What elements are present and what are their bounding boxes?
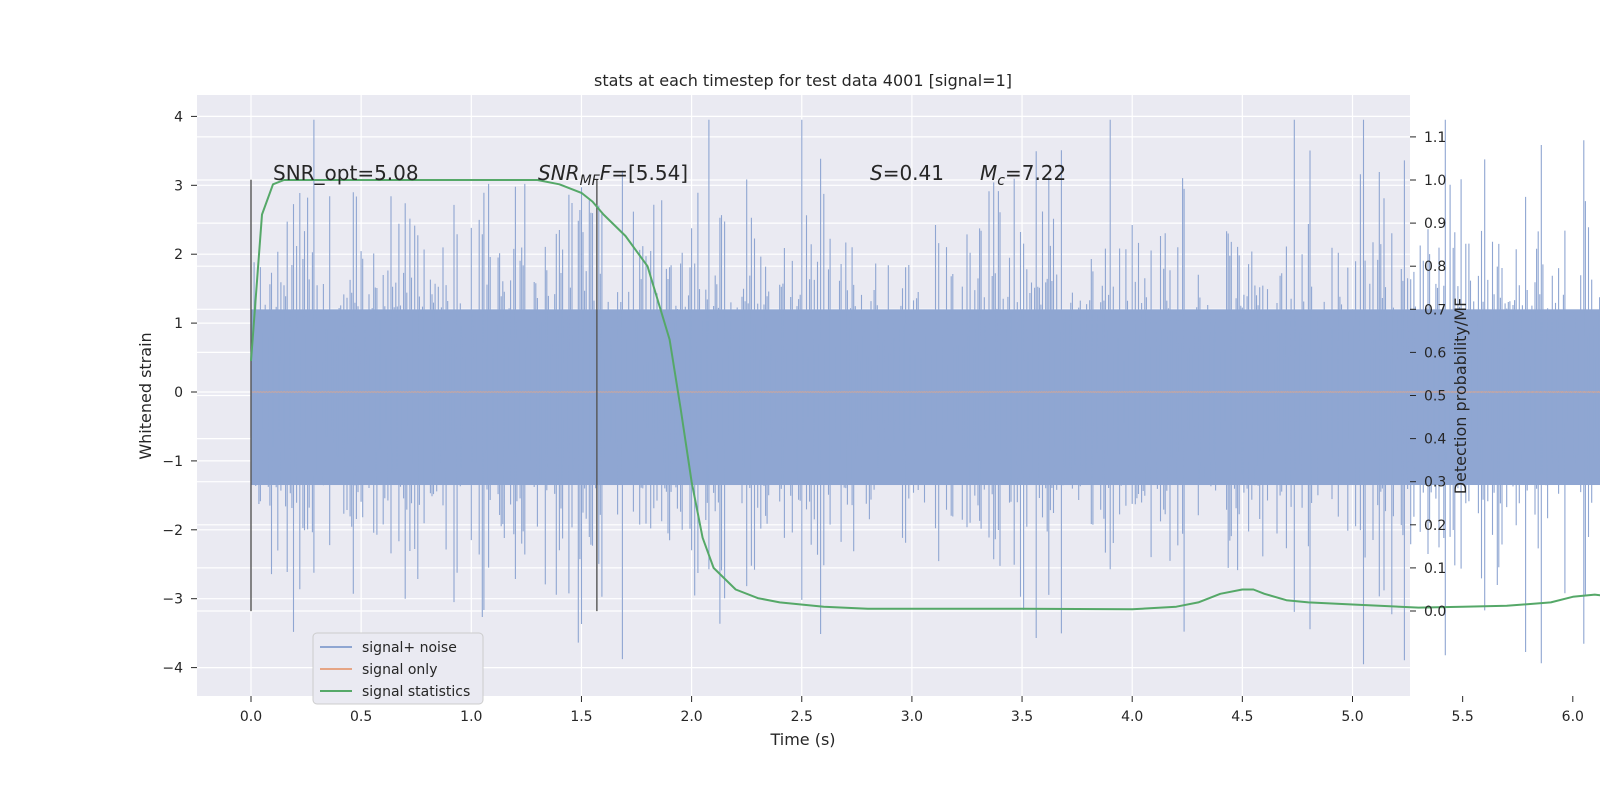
y-axis-label: Whitened strain: [136, 332, 155, 459]
right-tick-label: 0.5: [1424, 389, 1446, 405]
x-tick-label: 0.0: [240, 709, 262, 725]
snr-mf-symbol: SNR: [538, 161, 580, 185]
y-tick-label: 2: [174, 247, 183, 263]
annotation-mc: Mc=7.22: [980, 161, 1066, 189]
x-tick-label: 4.0: [1121, 709, 1143, 725]
right-tick-label: 0.7: [1424, 302, 1446, 318]
x-tick-label: 3.0: [901, 709, 923, 725]
chirp-trace: [250, 390, 1600, 394]
s-value: =0.41: [883, 161, 944, 185]
x-axis-label: Time (s): [769, 730, 835, 749]
x-tick-label: 1.5: [570, 709, 592, 725]
right-tick-label: 0.9: [1424, 216, 1446, 232]
legend-label-signal-statistics: signal statistics: [362, 684, 470, 700]
right-tick-label: 1.1: [1424, 130, 1446, 146]
right-tick-label: 0.4: [1424, 432, 1446, 448]
series-signal-noise: [250, 119, 1600, 665]
chart-title: stats at each timestep for test data 400…: [594, 71, 1012, 90]
y-axis-ticks: 4 3 2 1 0 −1 −2 −3 −4: [162, 109, 197, 677]
y-tick-label: −2: [162, 523, 183, 539]
legend-label-signal-only: signal only: [362, 662, 437, 678]
right-tick-label: 1.0: [1424, 173, 1446, 189]
series-signal-statistics: [250, 179, 1600, 611]
y-tick-label: −1: [162, 454, 183, 470]
y-tick-label: −4: [162, 661, 183, 677]
x-tick-label: 4.5: [1231, 709, 1253, 725]
x-tick-label: 5.0: [1341, 709, 1363, 725]
mc-symbol: M: [980, 161, 997, 185]
right-tick-label: 0.8: [1424, 259, 1446, 275]
x-tick-label: 2.0: [680, 709, 702, 725]
annotation-snr-opt: SNR_opt=5.08: [273, 161, 419, 185]
boundary-lines: [250, 179, 598, 612]
stats-line: [250, 179, 1600, 611]
y-tick-label: −3: [162, 592, 183, 608]
x-tick-label: 3.5: [1011, 709, 1033, 725]
snr-mf-subscript: MF: [580, 173, 601, 189]
x-tick-label: 0.5: [350, 709, 372, 725]
right-tick-label: 0.2: [1424, 518, 1446, 534]
annotation-s: S=0.41: [870, 161, 944, 185]
series-signal-only: [250, 390, 1600, 394]
snr-mf-value: =[5.54]: [611, 161, 688, 185]
legend-label-signal-noise: signal+ noise: [362, 640, 457, 656]
right-tick-label: 0.3: [1424, 475, 1446, 491]
y-tick-label: 1: [174, 316, 183, 332]
x-tick-label: 1.0: [460, 709, 482, 725]
x-tick-label: 6.0: [1562, 709, 1584, 725]
legend: signal+ noise signal only signal statist…: [312, 632, 484, 705]
mc-subscript: c: [997, 173, 1005, 189]
x-tick-label: 2.5: [791, 709, 813, 725]
right-tick-label: 0.1: [1424, 561, 1446, 577]
y-tick-label: 4: [174, 109, 183, 125]
right-axis-label: Detection probability/MF: [1451, 298, 1470, 495]
y-tick-label: 3: [174, 178, 183, 194]
right-tick-label: 0.6: [1424, 345, 1446, 361]
annotation-snr-mf: SNRMFF=[5.54]: [538, 161, 688, 189]
s-symbol: S: [870, 161, 883, 185]
mc-value: =7.22: [1005, 161, 1066, 185]
y-tick-label: 0: [174, 385, 183, 401]
right-tick-label: 0.0: [1424, 604, 1446, 620]
legend-box: [312, 632, 484, 705]
x-tick-label: 5.5: [1452, 709, 1474, 725]
right-axis-ticks: 1.1 1.0 0.9 0.8 0.7 0.6 0.5 0.4 0.3 0.2 0.1 0.0: [1410, 130, 1446, 620]
